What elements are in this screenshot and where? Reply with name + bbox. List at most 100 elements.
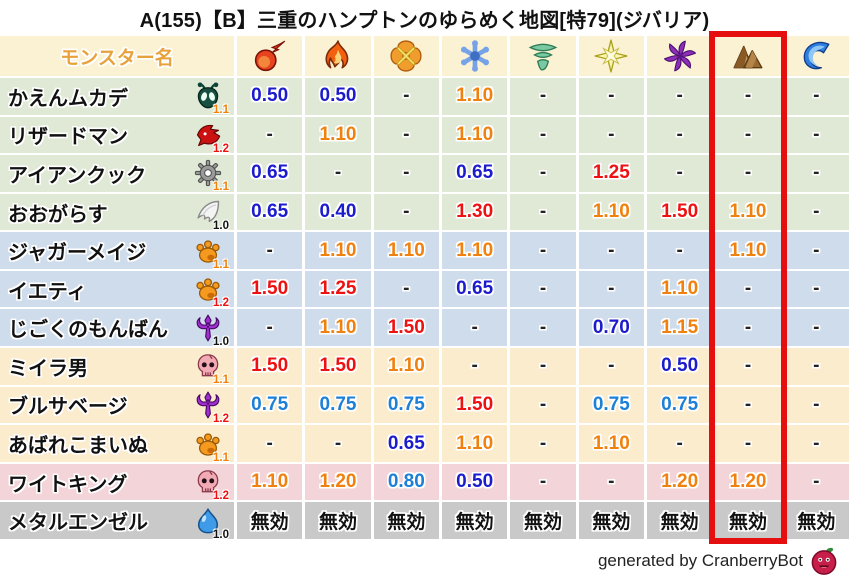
monster-name: かえんムカデ — [8, 87, 128, 110]
value-cell: - — [578, 116, 644, 154]
machine-family-icon: 1.1 — [194, 159, 229, 193]
value-cell: - — [647, 155, 713, 192]
fire-icon — [253, 39, 287, 73]
value-cell: - — [715, 425, 781, 462]
value-cell: - — [783, 425, 849, 462]
rate-multiplier: 1.2 — [213, 297, 229, 310]
monster-name-cell: あばれこまいぬ 1.1 — [0, 425, 234, 464]
element-header-cell — [783, 36, 849, 76]
rate-multiplier: 1.1 — [213, 181, 229, 194]
value-cell: - — [647, 116, 713, 154]
value-cell: 1.20 — [305, 463, 371, 501]
value-cell: - — [373, 270, 439, 308]
value-cell: - — [783, 309, 849, 347]
value-cell: 1.10 — [305, 309, 371, 347]
value-cell: 無効 — [237, 502, 303, 539]
value-cell: 0.50 — [237, 78, 303, 115]
element-header-cell — [578, 36, 644, 76]
slime-family-icon: 1.0 — [194, 507, 229, 541]
value-cell: 1.10 — [237, 463, 303, 501]
value-cell: - — [305, 155, 371, 192]
value-cell: 1.50 — [373, 309, 439, 347]
monster-name-cell: メタルエンゼル 1.0 — [0, 502, 234, 541]
monster-name-cell: ワイトキング 1.2 — [0, 463, 234, 502]
value-cell: - — [647, 78, 713, 115]
value-cell: - — [715, 155, 781, 192]
bird-family-icon: 1.0 — [194, 198, 229, 232]
monster-name: ワイトキング — [8, 473, 128, 496]
value-cell: - — [442, 309, 508, 347]
value-cell: - — [715, 116, 781, 154]
value-cell: 1.10 — [715, 193, 781, 231]
value-cell: - — [373, 116, 439, 154]
resistance-table: モンスター名 かえんムカデ 1.1 0.50 0.50-1.10- - - - - リザードマン 1… — [0, 36, 849, 541]
monster-name-cell: リザードマン 1.2 — [0, 116, 234, 155]
value-cell: 1.10 — [373, 232, 439, 269]
monster-name-cell: かえんムカデ 1.1 — [0, 78, 234, 116]
dragon-family-icon: 1.2 — [194, 121, 229, 155]
value-cell: - — [783, 232, 849, 269]
value-cell: 0.80 — [373, 463, 439, 501]
value-cell: - — [305, 425, 371, 462]
value-cell: - — [237, 116, 303, 154]
value-cell: 無効 — [715, 502, 781, 539]
monster-name: ブルサベージ — [8, 396, 128, 419]
zombie-family-icon: 1.2 — [194, 468, 229, 502]
value-cell: 0.65 — [442, 270, 508, 308]
monster-name-cell: おおがらす 1.0 — [0, 193, 234, 232]
demon-family-icon: 1.2 — [194, 391, 229, 425]
value-cell: 1.15 — [647, 309, 713, 347]
value-cell: - — [783, 78, 849, 115]
value-cell: - — [715, 309, 781, 347]
element-header-cell — [237, 36, 303, 76]
value-cell: 1.20 — [647, 463, 713, 501]
value-cell: 1.25 — [578, 155, 644, 192]
monster-name-cell: ブルサベージ 1.2 — [0, 386, 234, 425]
value-cell: 無効 — [510, 502, 576, 539]
value-cell: 0.75 — [578, 386, 644, 424]
footer: generated by CranberryBot — [0, 539, 849, 583]
value-cell: - — [715, 270, 781, 308]
water-icon — [799, 39, 833, 73]
zombie-family-icon: 1.1 — [194, 352, 229, 386]
monster-name: アイアンクック — [8, 164, 147, 187]
value-cell: 1.10 — [305, 232, 371, 269]
element-header-cell — [715, 36, 781, 76]
rate-multiplier: 1.2 — [213, 490, 229, 503]
value-cell: - — [647, 232, 713, 269]
value-cell: 1.10 — [442, 232, 508, 269]
monster-name: リザードマン — [8, 126, 128, 149]
value-cell: - — [578, 463, 644, 501]
value-cell: - — [510, 386, 576, 424]
bug-family-icon: 1.1 — [194, 82, 229, 116]
rate-multiplier: 1.1 — [213, 258, 229, 271]
rate-multiplier: 1.0 — [213, 528, 229, 541]
dark-icon — [663, 39, 697, 73]
value-cell: - — [442, 348, 508, 385]
value-cell: 0.65 — [237, 155, 303, 192]
value-cell: 1.50 — [647, 193, 713, 231]
rate-multiplier: 1.0 — [213, 220, 229, 233]
value-cell: - — [715, 348, 781, 385]
value-cell: - — [373, 78, 439, 115]
value-cell: 0.50 — [647, 348, 713, 385]
value-cell: - — [783, 155, 849, 192]
value-cell: - — [783, 348, 849, 385]
value-cell: - — [510, 78, 576, 115]
value-cell: 0.75 — [305, 386, 371, 424]
value-cell: 0.75 — [237, 386, 303, 424]
value-cell: - — [510, 309, 576, 347]
monster-name-cell: ジャガーメイジ 1.1 — [0, 232, 234, 271]
monster-name: おおがらす — [8, 203, 108, 226]
element-header-cell — [442, 36, 508, 76]
value-cell: - — [510, 116, 576, 154]
value-cell: 無効 — [305, 502, 371, 539]
monster-name: ミイラ男 — [8, 357, 88, 380]
lightning-icon — [594, 39, 628, 73]
wind-icon — [526, 39, 560, 73]
rate-multiplier: 1.2 — [213, 142, 229, 155]
value-cell: - — [783, 193, 849, 231]
value-cell: 1.10 — [442, 78, 508, 115]
value-cell: 0.65 — [442, 155, 508, 192]
value-cell: 1.10 — [578, 425, 644, 462]
